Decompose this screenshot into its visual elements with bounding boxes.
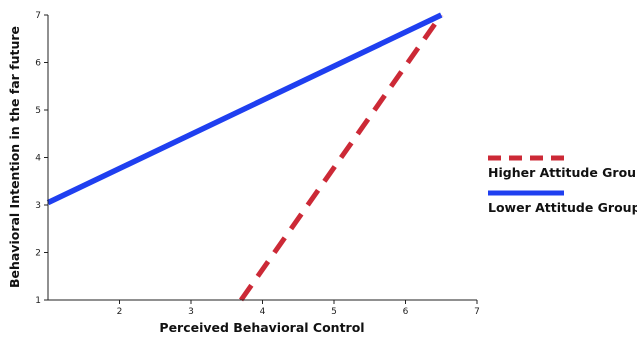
- y-tick-label: 2: [35, 249, 41, 259]
- y-tick-label: 7: [35, 11, 41, 21]
- series-line-lower-attitude: [46, 12, 443, 206]
- x-tick-label: 4: [260, 307, 266, 317]
- x-tick-label: 3: [188, 307, 194, 317]
- x-tick-label: 5: [331, 307, 337, 317]
- x-tick-label: 6: [403, 307, 409, 317]
- legend-label-lower-attitude: Lower Attitude Group: [488, 200, 637, 215]
- x-axis-ticks: 2 3 4 5 6 7: [117, 300, 480, 317]
- y-axis-ticks: 1 2 3 4 5 6 7: [35, 11, 48, 306]
- legend: Higher Attitude Group Lower Attitude Gro…: [488, 155, 637, 215]
- y-axis-title: Behavioral Intention in the far future: [7, 26, 22, 288]
- x-tick-label: 2: [117, 307, 123, 317]
- y-tick-label: 1: [35, 296, 41, 306]
- y-tick-label: 3: [35, 201, 41, 211]
- legend-label-higher-attitude: Higher Attitude Group: [488, 165, 637, 180]
- y-tick-label: 4: [35, 154, 41, 164]
- y-tick-label: 6: [35, 59, 41, 69]
- y-tick-label: 5: [35, 106, 41, 116]
- x-tick-label: 7: [474, 307, 480, 317]
- x-axis-title: Perceived Behavioral Control: [159, 320, 364, 335]
- series-line-higher-attitude: [239, 13, 444, 302]
- plot-lines: [46, 12, 444, 302]
